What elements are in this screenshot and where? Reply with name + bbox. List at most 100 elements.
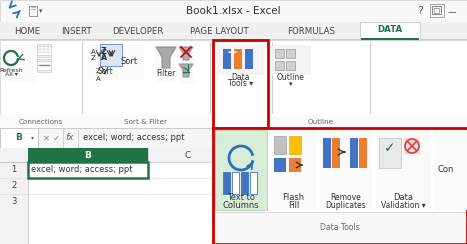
- Bar: [114, 44, 144, 80]
- Text: ✓: ✓: [52, 133, 59, 142]
- Text: ✕: ✕: [42, 133, 50, 142]
- Bar: [332, 138, 340, 168]
- Polygon shape: [179, 47, 193, 60]
- Text: Text to: Text to: [227, 193, 255, 203]
- Bar: [432, 6, 441, 14]
- Bar: [404, 138, 420, 154]
- Polygon shape: [156, 47, 176, 68]
- Bar: [272, 46, 310, 74]
- Text: DATA: DATA: [377, 26, 403, 34]
- Text: Z: Z: [91, 55, 96, 61]
- Text: Outline: Outline: [308, 119, 334, 124]
- Text: Z: Z: [101, 47, 106, 55]
- Bar: [359, 138, 367, 168]
- Bar: [350, 138, 358, 168]
- Text: A: A: [91, 49, 96, 55]
- Bar: [0, 148, 467, 162]
- Bar: [37, 44, 51, 57]
- Bar: [274, 136, 286, 154]
- Text: A: A: [96, 76, 101, 82]
- Text: Sort: Sort: [97, 67, 113, 75]
- Polygon shape: [179, 64, 193, 77]
- Text: Duplicates: Duplicates: [325, 202, 367, 211]
- Text: FORMULAS: FORMULAS: [287, 27, 335, 35]
- Text: +: +: [226, 47, 237, 60]
- Text: ▾: ▾: [289, 81, 293, 87]
- Bar: [100, 44, 122, 66]
- Text: Book1.xlsx - Excel: Book1.xlsx - Excel: [186, 6, 280, 16]
- Text: Filter: Filter: [156, 70, 176, 79]
- Text: Data Tools: Data Tools: [222, 119, 260, 124]
- Bar: [379, 138, 401, 168]
- Bar: [274, 158, 286, 172]
- Text: ▾: ▾: [31, 135, 35, 141]
- Text: All ▾: All ▾: [5, 72, 17, 78]
- Text: PAGE LAYOUT: PAGE LAYOUT: [190, 27, 248, 35]
- Bar: [289, 136, 301, 154]
- Text: 2: 2: [11, 182, 17, 191]
- Text: 1: 1: [11, 165, 17, 174]
- Bar: [241, 172, 248, 194]
- Bar: [155, 44, 177, 82]
- Text: fx: fx: [66, 133, 74, 142]
- Text: DEVELOPER: DEVELOPER: [112, 27, 164, 35]
- Text: C: C: [185, 151, 191, 160]
- Text: Refresh: Refresh: [0, 68, 23, 72]
- Bar: [0, 115, 467, 128]
- Text: Data: Data: [231, 73, 250, 82]
- Bar: [286, 61, 295, 70]
- Text: INSERT: INSERT: [61, 27, 92, 35]
- Text: ▾: ▾: [39, 8, 43, 14]
- Text: excel; word; access; ppt: excel; word; access; ppt: [83, 133, 184, 142]
- Bar: [271, 130, 316, 210]
- Text: Sort: Sort: [120, 58, 138, 67]
- Text: ?: ?: [417, 6, 423, 16]
- Bar: [3, 44, 35, 82]
- Bar: [223, 49, 231, 69]
- Bar: [360, 22, 420, 40]
- Bar: [275, 61, 284, 70]
- Bar: [0, 148, 467, 244]
- Text: Flash: Flash: [283, 193, 304, 203]
- Bar: [37, 46, 51, 55]
- Bar: [245, 49, 253, 69]
- Bar: [0, 148, 28, 244]
- Text: 3: 3: [11, 197, 17, 206]
- Text: —: —: [448, 9, 456, 18]
- Bar: [0, 128, 38, 148]
- Bar: [232, 172, 239, 194]
- Text: Data: Data: [394, 193, 413, 203]
- Text: Outline: Outline: [277, 73, 305, 82]
- Text: Sort & Filter: Sort & Filter: [124, 119, 168, 124]
- Bar: [215, 130, 465, 242]
- Bar: [0, 22, 467, 40]
- Bar: [323, 138, 331, 168]
- Bar: [0, 128, 467, 148]
- Text: ✓: ✓: [384, 141, 396, 155]
- Text: excel; word; access; ppt: excel; word; access; ppt: [31, 165, 133, 174]
- Bar: [29, 6, 37, 16]
- Text: HOME: HOME: [14, 27, 40, 35]
- Text: Con: Con: [437, 165, 453, 174]
- Text: Columns: Columns: [223, 202, 259, 211]
- Bar: [289, 158, 301, 172]
- Bar: [434, 8, 439, 13]
- Bar: [218, 46, 263, 74]
- Text: Connections: Connections: [19, 119, 63, 124]
- Bar: [0, 39, 467, 40]
- Text: Remove: Remove: [331, 193, 361, 203]
- Bar: [430, 4, 444, 17]
- Bar: [215, 130, 267, 210]
- Bar: [0, 40, 467, 128]
- Bar: [434, 130, 467, 210]
- Bar: [37, 61, 51, 70]
- Bar: [0, 148, 28, 162]
- Bar: [28, 162, 148, 178]
- Text: Fill: Fill: [288, 202, 299, 211]
- Bar: [0, 0, 467, 22]
- Text: A: A: [102, 55, 107, 61]
- Bar: [37, 59, 51, 72]
- Text: B: B: [15, 133, 22, 142]
- Bar: [179, 44, 195, 84]
- Bar: [213, 40, 268, 128]
